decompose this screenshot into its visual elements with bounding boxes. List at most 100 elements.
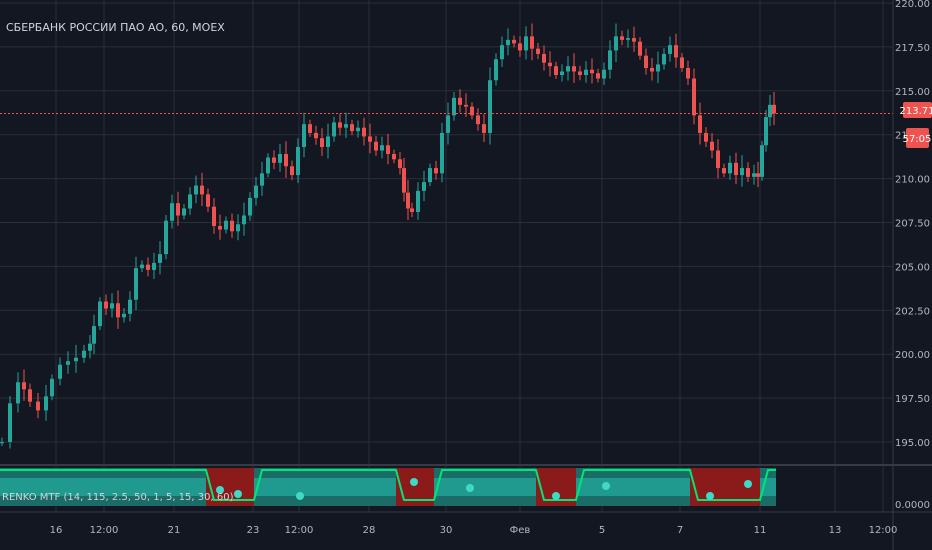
y-tick-label: 197.50: [895, 394, 930, 405]
candle-body: [644, 55, 648, 68]
candle-body: [158, 254, 162, 263]
grid-lines: [0, 0, 893, 512]
candle-body: [380, 145, 384, 151]
candle-body: [36, 401, 40, 411]
indicator-dot: [602, 482, 610, 490]
candle-body: [506, 39, 510, 46]
candle-body: [146, 264, 150, 270]
x-tick-label: 12:00: [90, 525, 119, 536]
x-tick-label: 28: [363, 525, 376, 536]
candle-body: [272, 157, 276, 163]
candle-body: [530, 36, 534, 49]
candle-body: [224, 220, 228, 230]
candle-body: [344, 124, 348, 128]
y-tick-label: 217.50: [895, 43, 930, 54]
last-price-tag-text: 213.71: [900, 106, 932, 117]
candle-body: [182, 208, 186, 216]
candle-body: [722, 168, 726, 174]
last-price-tag: 213.71: [900, 102, 932, 118]
candle-body: [218, 226, 222, 230]
candle-body: [194, 185, 198, 195]
candle-body: [772, 104, 776, 114]
candle-body: [584, 69, 588, 75]
candle-body: [768, 104, 772, 118]
candle-body: [638, 41, 642, 56]
candle-body: [296, 146, 300, 176]
candle-body: [402, 168, 406, 193]
candle-body: [368, 136, 372, 142]
candle-body: [128, 299, 132, 314]
candle-body: [88, 343, 92, 351]
candle-body: [338, 122, 342, 128]
x-tick-label: 13: [829, 525, 842, 536]
candle-body: [152, 262, 156, 270]
candle-body: [392, 154, 396, 160]
candle-body: [332, 122, 336, 137]
candle-body: [476, 115, 480, 125]
candle-body: [206, 194, 210, 207]
candle-body: [386, 145, 390, 155]
candle-body: [236, 224, 240, 232]
candle-body: [482, 124, 486, 133]
candle-body: [140, 264, 144, 269]
candle-body: [92, 326, 96, 344]
candle-body: [572, 66, 576, 72]
indicator-band-inner: [254, 478, 396, 496]
candle-body: [16, 382, 20, 404]
y-tick-label: 205.00: [895, 262, 930, 273]
x-tick-label: 16: [50, 525, 63, 536]
indicator-band-inner: [0, 478, 206, 496]
x-tick-label: 23: [247, 525, 260, 536]
candle-body: [728, 162, 732, 174]
candle-body: [58, 364, 62, 379]
candle-body: [668, 45, 672, 54]
candle-body: [350, 124, 354, 132]
indicator-band-inner: [434, 478, 536, 496]
candle-body: [302, 124, 306, 147]
candle-body: [446, 115, 450, 133]
candle-body: [542, 53, 546, 63]
x-tick-label: 21: [168, 525, 181, 536]
candle-body: [764, 117, 768, 146]
candle-body: [50, 378, 54, 397]
candle-body: [134, 268, 138, 300]
candle-body: [260, 173, 264, 186]
candle-body: [116, 303, 120, 318]
candle-body: [632, 38, 636, 42]
candle-body: [170, 203, 174, 221]
candle-body: [548, 62, 552, 67]
x-tick-label: Фев: [510, 525, 531, 536]
candle-body: [314, 132, 318, 139]
candle-series: [0, 23, 776, 449]
candle-body: [458, 97, 462, 105]
candle-body: [692, 78, 696, 116]
candle-body: [488, 80, 492, 133]
candle-body: [254, 185, 258, 198]
candle-body: [428, 168, 432, 183]
candle-body: [200, 185, 204, 195]
y-tick-label: 207.50: [895, 219, 930, 230]
candle-body: [422, 182, 426, 191]
candle-body: [704, 132, 708, 142]
indicator-pane: [0, 468, 776, 506]
x-tick-label: 11: [754, 525, 767, 536]
candle-body: [110, 303, 114, 309]
candle-body: [434, 168, 438, 174]
candle-body: [326, 136, 330, 147]
candle-body: [716, 150, 720, 169]
candle-body: [756, 173, 760, 177]
indicator-dot: [216, 486, 224, 494]
candle-body: [512, 39, 516, 44]
candle-body: [680, 57, 684, 68]
candle-body: [356, 127, 360, 132]
y-tick-label: 202.50: [895, 306, 930, 317]
candle-body: [554, 66, 558, 75]
indicator-label: RENKO MTF (14, 115, 2.5, 50, 1, 5, 15, 3…: [2, 492, 234, 503]
candle-body: [686, 67, 690, 79]
candle-body: [470, 106, 474, 116]
indicator-dot: [296, 492, 304, 500]
indicator-dot: [410, 478, 418, 486]
candle-body: [710, 141, 714, 151]
y-tick-label: 195.00: [895, 438, 930, 449]
